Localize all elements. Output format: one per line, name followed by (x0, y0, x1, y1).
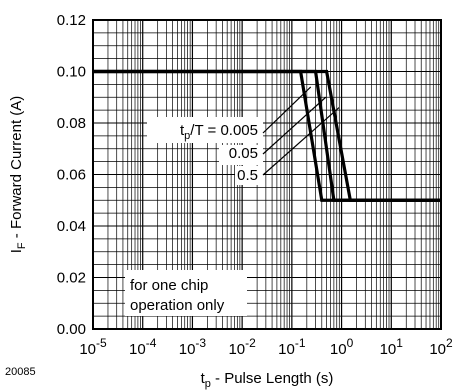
series-label-0.05: 0.05 (229, 145, 258, 162)
figure-id: 20085 (5, 366, 36, 378)
y-tick-label: 0.10 (57, 64, 86, 81)
x-tick-label: 101 (380, 336, 404, 358)
x-tick-labels: 10-5 10-4 10-3 10-2 10-1 100 101 102 (79, 336, 453, 358)
x-tick-label: 10-4 (129, 336, 157, 358)
y-tick-label: 0.08 (57, 115, 86, 132)
label-background (219, 145, 263, 165)
y-tick-label: 0.02 (57, 270, 86, 287)
note-line-2: operation only (130, 297, 225, 314)
y-tick-label: 0.04 (57, 218, 86, 235)
leader-lines (262, 86, 340, 176)
x-tick-label: 10-3 (179, 336, 207, 358)
y-tick-labels: 0.00 0.02 0.04 0.06 0.08 0.10 0.12 (57, 12, 86, 338)
curve-series-0.5 (93, 69, 441, 202)
y-tick-label: 0.06 (57, 167, 86, 184)
x-tick-label: 10-2 (228, 336, 256, 358)
leader-line (262, 96, 327, 155)
x-tick-label: 100 (330, 336, 354, 358)
y-tick-label: 0.12 (57, 12, 86, 29)
curves (93, 69, 441, 202)
x-axis-label: tp - Pulse Length (s) (201, 370, 334, 390)
label-background (125, 270, 247, 316)
plot-frame (92, 19, 442, 330)
leader-line (262, 86, 312, 134)
y-axis-label: IF - Forward Current (A) (8, 96, 28, 254)
label-background (147, 117, 263, 143)
x-tick-label: 102 (429, 336, 453, 358)
note-line-1: for one chip (130, 277, 208, 294)
label-backgrounds (125, 117, 263, 316)
label-background (235, 166, 263, 185)
y-tick-label: 0.00 (57, 321, 86, 338)
legend-title: tp/T = 0.005 (180, 122, 258, 142)
series-label-0.5: 0.5 (237, 167, 258, 184)
leader-line (262, 107, 340, 176)
x-tick-label: 10-5 (79, 336, 107, 358)
x-tick-label: 10-1 (278, 336, 306, 358)
